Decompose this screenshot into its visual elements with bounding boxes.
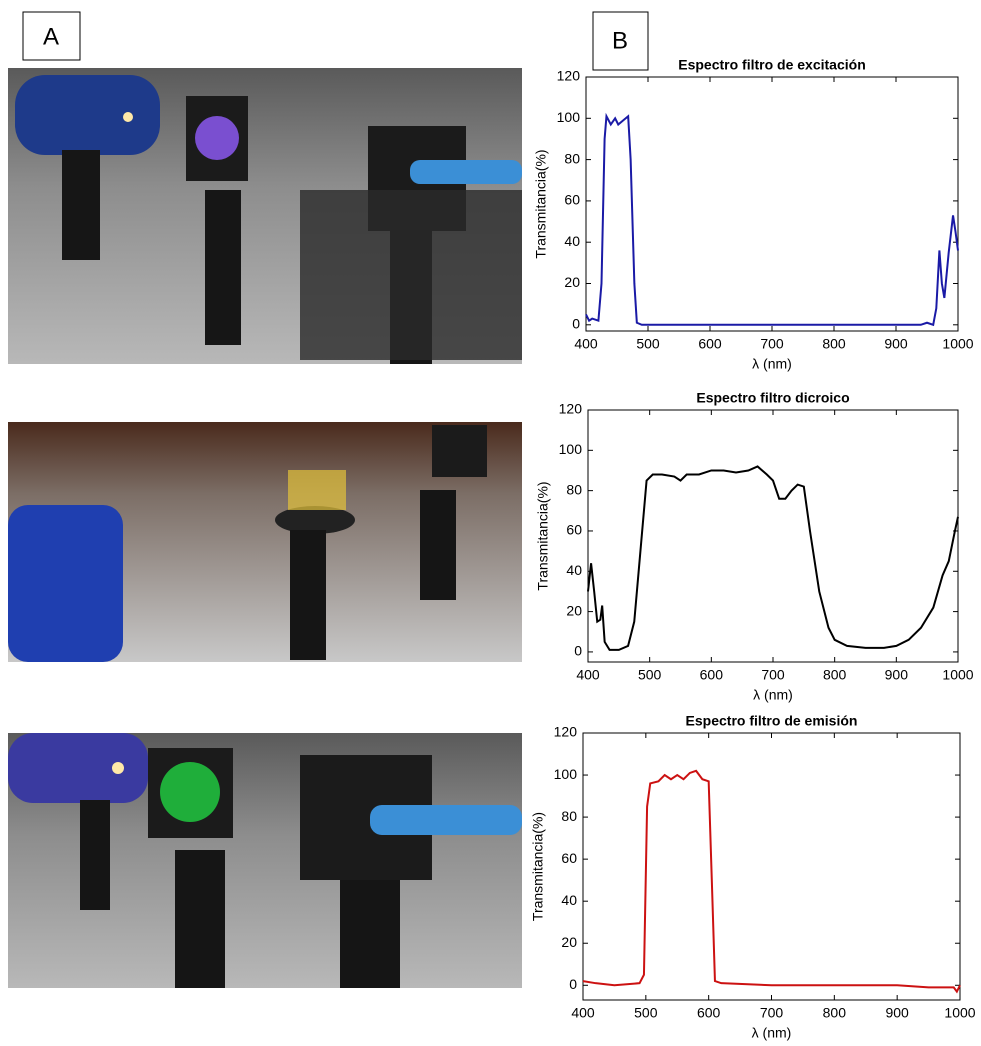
x-tick-label: 400 <box>574 336 598 352</box>
y-tick-label: 20 <box>566 602 582 618</box>
x-tick-label: 500 <box>636 336 660 352</box>
x-tick-label: 700 <box>760 336 784 352</box>
x-tick-label: 600 <box>698 336 722 352</box>
y-tick-label: 100 <box>557 109 581 125</box>
y-tick-label: 100 <box>559 441 583 457</box>
y-tick-label: 0 <box>574 643 582 659</box>
y-tick-label: 60 <box>564 192 580 208</box>
x-tick-label: 1000 <box>942 667 973 683</box>
x-axis-label: λ (nm) <box>752 356 792 372</box>
y-tick-label: 0 <box>569 976 577 992</box>
x-tick-label: 700 <box>760 1005 784 1021</box>
y-tick-label: 40 <box>564 233 580 249</box>
y-tick-label: 60 <box>566 522 582 538</box>
y-tick-label: 20 <box>561 934 577 950</box>
y-axis-label: Transmitancia(%) <box>535 481 551 590</box>
x-tick-label: 900 <box>885 1005 909 1021</box>
y-tick-label: 80 <box>561 808 577 824</box>
plot-frame <box>583 733 960 1000</box>
y-tick-label: 0 <box>572 316 580 332</box>
chart-title: Espectro filtro de excitación <box>678 57 866 73</box>
x-tick-label: 600 <box>700 667 724 683</box>
x-tick-label: 500 <box>634 1005 658 1021</box>
x-tick-label: 800 <box>822 336 846 352</box>
y-tick-label: 60 <box>561 850 577 866</box>
y-tick-label: 120 <box>559 401 583 417</box>
x-tick-label: 900 <box>885 667 909 683</box>
y-tick-label: 120 <box>554 724 578 740</box>
page: A B Espectro filtro de excitación400 <box>0 0 981 1046</box>
x-tick-label: 400 <box>576 667 600 683</box>
y-tick-label: 120 <box>557 68 581 84</box>
y-tick-label: 40 <box>566 562 582 578</box>
photo <box>8 733 522 988</box>
x-tick-label: 900 <box>884 336 908 352</box>
chart-title: Espectro filtro dicroico <box>696 390 849 406</box>
figure: A B Espectro filtro de excitación400 <box>0 0 981 1041</box>
y-tick-label: 80 <box>566 481 582 497</box>
x-tick-label: 500 <box>638 667 662 683</box>
x-axis-label: λ (nm) <box>753 687 793 703</box>
x-axis-label: λ (nm) <box>752 1025 792 1041</box>
x-tick-label: 800 <box>823 1005 847 1021</box>
panel-label: A <box>43 23 59 50</box>
y-axis-label: Transmitancia(%) <box>533 149 549 258</box>
plot-frame <box>586 77 958 331</box>
y-axis-label: Transmitancia(%) <box>530 812 546 921</box>
y-tick-label: 40 <box>561 892 577 908</box>
x-tick-label: 1000 <box>944 1005 975 1021</box>
y-tick-label: 100 <box>554 766 578 782</box>
chart-title: Espectro filtro de emisión <box>686 713 858 729</box>
x-tick-label: 700 <box>761 667 785 683</box>
plot-frame <box>588 410 958 662</box>
y-tick-label: 20 <box>564 274 580 290</box>
photo <box>8 68 522 364</box>
y-tick-label: 80 <box>564 150 580 166</box>
x-tick-label: 1000 <box>942 336 973 352</box>
x-tick-label: 600 <box>697 1005 721 1021</box>
panel-label: B <box>612 27 628 54</box>
x-tick-label: 400 <box>571 1005 595 1021</box>
photo <box>8 422 522 662</box>
x-tick-label: 800 <box>823 667 847 683</box>
